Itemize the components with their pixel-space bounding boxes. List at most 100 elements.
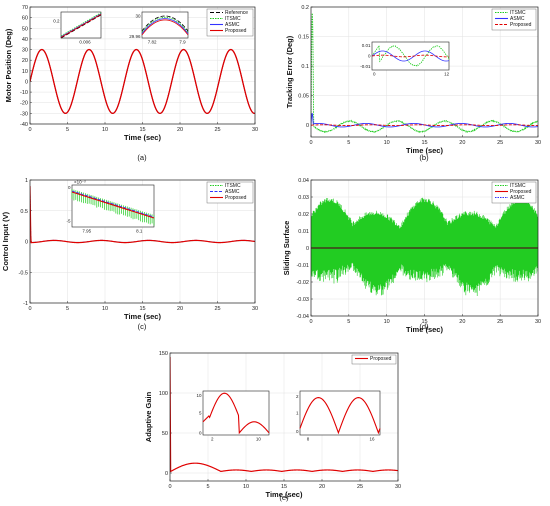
legend-entry-a-3: Proposed [225,28,247,34]
xtick-label-a-6: 30 [252,127,258,133]
series-group-a [30,48,255,114]
ytick-label-b-2: 0.1 [301,64,309,70]
inset-ytick-c1-0: 0 [68,185,71,190]
inset-frame-e1 [202,390,270,436]
xtick-label-e-5: 25 [357,484,363,490]
xtick-label-d-6: 30 [535,319,541,325]
legend-entry-d-1: Proposed [510,189,532,195]
ytick-label-a-11: 70 [22,5,28,11]
xtick-label-d-5: 25 [497,319,503,325]
legend-entry-e-0: Proposed [370,356,392,362]
xtick-label-c-2: 10 [102,306,108,312]
ytick-label-b-0: 0 [306,123,309,129]
legend-box-a [206,8,254,37]
ytick-label-a-4: 0 [25,79,28,85]
xtick-label-e-4: 20 [319,484,325,490]
xtick-label-a-4: 20 [177,127,183,133]
legend-entry-d-0: ITSMC [510,183,526,189]
series-group-e [170,356,398,473]
inset-ytick-b1-2: -0.01 [360,64,371,69]
series-line-c-2 [30,186,255,244]
xtick-label-e-1: 5 [206,484,209,490]
inset-line-c1-0 [71,189,155,226]
inset-line-a2-2 [141,18,189,34]
inset-ytick-e2-1: 1 [296,411,299,416]
xtick-label-b-5: 25 [497,140,503,146]
ytick-label-e-0: 0 [165,471,168,477]
ytick-label-d-5: 0.01 [298,229,309,235]
ytick-label-c-2: 0 [25,240,28,246]
xtick-label-c-1: 5 [66,306,69,312]
caption-b: (b) [419,153,429,162]
inset-xtick-a2-1: 7.9 [179,40,186,45]
xlabel-d: Time (sec) [406,325,443,334]
inset-xtick-e1-0: 2 [211,437,214,442]
inset-e1: 2 10 10 5 0 [196,390,270,442]
xtick-label-b-2: 10 [384,140,390,146]
series-line-e-0 [170,356,398,473]
inset-line-a2-0 [141,15,189,32]
inset-ytick-b1-0: 0.01 [362,43,371,48]
inset-xtick-c1-1: 8.1 [136,229,143,234]
inset-exponent-c1: ×10⁻³ [74,180,86,185]
ytick-label-d-2: -0.02 [296,280,309,286]
xtick-label-a-3: 15 [139,127,145,133]
xlabel-c: Time (sec) [124,312,161,321]
series-line-d-0 [311,197,538,296]
inset-ytick-e2-2: 0 [296,429,299,434]
series-line-b-0 [311,13,538,134]
legend-box-b [491,8,537,31]
legend-entry-b-1: ASMC [510,16,525,22]
xtick-label-e-2: 10 [243,484,249,490]
inset-xtick-a1-0: 0.006 [79,40,91,45]
legend-entry-b-0: ITSMC [510,10,526,16]
ylabel-c: Control Input (V) [1,211,10,271]
inset-ytick-a2-1: 29.96 [129,34,141,39]
xtick-label-a-1: 5 [66,127,69,133]
ytick-label-d-3: -0.01 [296,263,309,269]
caption-c: (c) [138,322,147,331]
inset-ytick-c1-1: -5 [66,219,70,224]
ylabel-b: Tracking Error (Deg) [285,35,294,108]
xtick-label-b-6: 30 [535,140,541,146]
legend-entry-c-2: Proposed [225,195,247,201]
ytick-label-b-3: 0.15 [298,35,309,41]
series-line-a-3 [30,48,255,114]
ytick-label-c-3: 0.5 [20,209,28,215]
ytick-label-d-0: -0.04 [296,314,309,320]
ylabel-a: Motor Position (Deg) [4,28,13,102]
plot-frame-e [169,352,399,482]
ytick-label-c-1: -0.5 [19,270,28,276]
xtick-label-b-4: 20 [459,140,465,146]
ytick-label-a-6: 20 [22,58,28,64]
inset-line-b1-2 [371,54,450,58]
inset-line-a1-1 [60,12,102,37]
chart-a: 0 5 10 15 20 25 30 -40 -30 -20 -10 0 10 20 30 40 50 60 70 T… [4,5,258,162]
inset-line-c1-2 [71,191,155,219]
inset-ytick-e2-0: 2 [296,394,299,399]
ytick-label-a-3: -10 [20,90,28,96]
series-group-c [30,186,255,244]
legend-box-e [351,354,397,365]
xlabel-e: Time (sec) [266,490,303,499]
legend-entry-d-2: ASMC [510,195,525,201]
xtick-label-d-3: 15 [421,319,427,325]
plot-frame-c [29,179,256,304]
inset-c1: 7.95 8.1 0 -5 ×10⁻³ [66,180,155,234]
inset-line-a1-3 [60,14,102,38]
inset-line-a2-3 [141,19,189,36]
ytick-label-d-4: 0 [306,246,309,252]
ylabel-d: Sliding Surface [282,221,291,276]
plot-frame-d [310,179,539,317]
legend-entry-c-0: ITSMC [225,183,241,189]
inset-ytick-e1-1: 5 [199,411,202,416]
inset-ytick-e1-2: 0 [199,430,202,435]
legend-entry-a-2: ASMC [225,22,240,28]
ytick-label-b-1: 0.05 [298,94,309,100]
